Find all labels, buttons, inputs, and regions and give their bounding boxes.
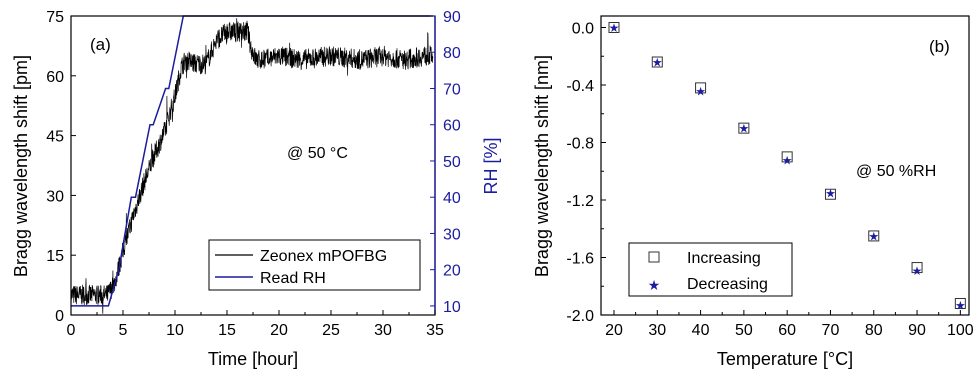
point-decreasing: ★ <box>609 21 620 35</box>
point-decreasing: ★ <box>825 186 836 200</box>
annotation-b: @ 50 %RH <box>856 163 936 180</box>
y2-tick-label-a: 60 <box>443 118 461 135</box>
y-tick-label-b: -0.8 <box>566 136 594 153</box>
x-tick-label-b: 90 <box>908 322 926 339</box>
x-tick-label-a: 10 <box>166 322 184 339</box>
y-tick-label-a: 30 <box>46 188 64 205</box>
legend-a-label-rh: Read RH <box>260 270 326 287</box>
plot-frame-b <box>600 15 970 316</box>
annotation-a: @ 50 °C <box>287 145 348 162</box>
y2-tick-label-a: 70 <box>443 81 461 98</box>
x-tick-label-b: 80 <box>865 322 883 339</box>
y-axis-label-b: Bragg wavelength shift [nm] <box>532 55 552 277</box>
panel-label-a: (a) <box>90 35 111 54</box>
y2-tick-label-a: 80 <box>443 45 461 62</box>
line-read-rh <box>71 15 433 307</box>
legend-a: Zeonex mPOFBG Read RH <box>208 239 421 291</box>
y2-tick-label-a: 40 <box>443 190 461 207</box>
point-increasing <box>911 262 923 274</box>
y2-tick-label-a: 20 <box>443 263 461 280</box>
point-decreasing: ★ <box>695 84 706 98</box>
series-points-b: ★ ★ ★ ★ ★ ★ ★ ★ ★ <box>608 21 966 312</box>
y2-tick-label-a: 50 <box>443 154 461 171</box>
x-tick-label-b: 70 <box>822 322 840 339</box>
point-increasing <box>868 230 880 242</box>
panel-a: 0 5 10 15 20 25 30 35 0 15 30 45 60 75 10 20 30 40 50 60 70 8… <box>11 9 501 369</box>
legend-b: Increasing ★ Decreasing <box>628 242 793 297</box>
point-decreasing: ★ <box>955 298 966 312</box>
x-tick-label-a: 0 <box>67 322 76 339</box>
panel-b: ★ ★ ★ ★ ★ ★ ★ ★ ★ 20 30 40 50 60 70 80 90 100 0.0 -0.4 -0.8… <box>532 15 974 369</box>
x-tick-label-b: 60 <box>778 322 796 339</box>
x-tick-label-a: 15 <box>218 322 236 339</box>
y2-axis-label-a: RH [%] <box>481 137 501 194</box>
x-tick-label-a: 20 <box>270 322 288 339</box>
legend-b-marker-decreasing: ★ <box>648 277 661 293</box>
y-tick-label-b: 0.0 <box>572 21 594 38</box>
y-tick-label-b: -1.6 <box>566 251 594 268</box>
point-decreasing: ★ <box>782 153 793 167</box>
x-tick-label-b: 30 <box>648 322 666 339</box>
legend-b-marker-increasing <box>648 251 660 263</box>
series-read-rh <box>71 15 433 307</box>
point-decreasing: ★ <box>868 229 879 243</box>
y-tick-label-b: -0.4 <box>566 78 594 95</box>
y2-tick-label-a: 90 <box>443 9 461 26</box>
legend-a-label-zeonex: Zeonex mPOFBG <box>260 248 387 265</box>
point-increasing <box>824 188 836 200</box>
point-decreasing: ★ <box>912 264 923 278</box>
legend-b-label-increasing: Increasing <box>687 250 761 267</box>
y-tick-label-a: 75 <box>46 9 64 26</box>
y-tick-label-a: 0 <box>55 308 64 325</box>
point-increasing <box>651 56 663 68</box>
series-zeonex-mpofbg <box>70 18 434 314</box>
legend-b-label-decreasing: Decreasing <box>687 276 768 293</box>
y-tick-label-a: 60 <box>46 69 64 86</box>
x-tick-label-a: 5 <box>119 322 128 339</box>
y-tick-label-a: 45 <box>46 129 64 146</box>
y-tick-label-b: -2.0 <box>566 308 594 325</box>
y2-tick-label-a: 30 <box>443 226 461 243</box>
y2-tick-label-a: 10 <box>443 299 461 316</box>
y-tick-label-a: 15 <box>46 248 64 265</box>
x-tick-label-b: 50 <box>735 322 753 339</box>
line-zeonex-mpofbg <box>70 18 434 314</box>
x-axis-label-a: Time [hour] <box>208 349 298 369</box>
point-decreasing: ★ <box>652 56 663 70</box>
legend-a-box <box>208 239 421 291</box>
x-tick-label-a: 25 <box>322 322 340 339</box>
y-tick-label-b: -1.2 <box>566 193 594 210</box>
point-increasing <box>695 82 707 94</box>
x-tick-label-a: 35 <box>426 322 444 339</box>
point-decreasing: ★ <box>738 122 749 136</box>
x-tick-label-b: 40 <box>692 322 710 339</box>
point-increasing <box>738 122 750 134</box>
x-tick-label-b: 100 <box>947 322 974 339</box>
x-tick-label-a: 30 <box>374 322 392 339</box>
y-axis-label-a: Bragg wavelength shift [pm] <box>11 55 31 277</box>
x-tick-label-b: 20 <box>605 322 623 339</box>
point-increasing <box>781 151 793 163</box>
point-increasing <box>608 22 620 33</box>
point-increasing <box>954 298 966 309</box>
x-axis-label-b: Temperature [°C] <box>717 349 853 369</box>
panel-label-b: (b) <box>929 37 950 56</box>
